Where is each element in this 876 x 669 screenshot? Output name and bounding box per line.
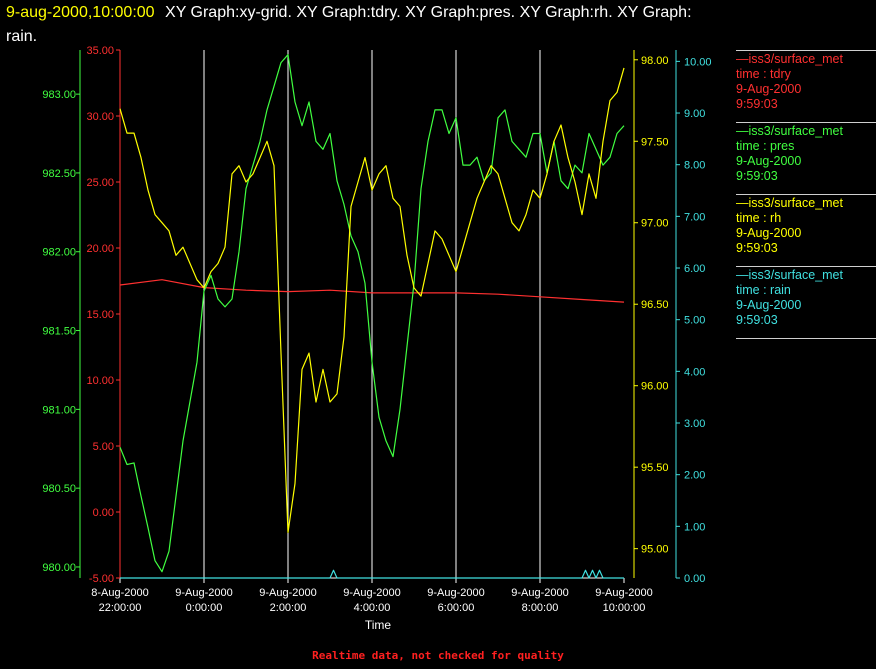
y-tick-label-pres: 981.00 (42, 404, 76, 416)
y-tick-label-tdry: 35.00 (86, 45, 114, 57)
y-tick-label-rain: 5.00 (684, 315, 705, 327)
legend-field: time : rain (736, 283, 791, 297)
legend-separator (736, 194, 876, 195)
y-tick-label-rain: 0.00 (684, 573, 705, 585)
x-axis-label: Time (365, 618, 392, 632)
y-tick-label-pres: 980.00 (42, 562, 76, 574)
y-tick-label-pres: 983.00 (42, 89, 76, 101)
y-tick-label-pres: 982.50 (42, 168, 76, 180)
legend-date: 9-Aug-2000 (736, 298, 802, 312)
quality-footer: Realtime data, not checked for quality (312, 649, 564, 662)
legend-date: 9-Aug-2000 (736, 154, 802, 168)
y-tick-label-rh: 98.00 (641, 55, 669, 67)
x-tick-label-date: 9-Aug-2000 (511, 587, 569, 599)
y-tick-label-rain: 8.00 (684, 160, 705, 172)
legend-separator (736, 122, 876, 123)
legend-source: —iss3/surface_met (736, 196, 843, 210)
x-tick-label-date: 9-Aug-2000 (595, 587, 653, 599)
y-tick-label-rain: 4.00 (684, 366, 705, 378)
x-tick-label-time: 2:00:00 (270, 602, 307, 614)
y-tick-label-tdry: 5.00 (93, 441, 114, 453)
y-tick-label-pres: 980.50 (42, 483, 76, 495)
legend-source: —iss3/surface_met (736, 124, 843, 138)
legend-source: —iss3/surface_met (736, 268, 843, 282)
y-tick-label-rain: 6.00 (684, 263, 705, 275)
y-tick-label-rain: 9.00 (684, 108, 705, 120)
legend-time: 9:59:03 (736, 169, 778, 183)
x-tick-label-time: 8:00:00 (522, 602, 559, 614)
y-tick-label-rain: 1.00 (684, 521, 705, 533)
y-tick-label-tdry: -5.00 (89, 573, 114, 585)
legend-separator (736, 266, 876, 267)
y-tick-label-tdry: 0.00 (93, 507, 114, 519)
y-tick-label-rh: 97.00 (641, 218, 669, 230)
legend-entry: —iss3/surface_met time : rh 9-Aug-2000 9:59… (736, 196, 876, 256)
legend-field: time : pres (736, 139, 795, 153)
y-tick-label-tdry: 15.00 (86, 309, 114, 321)
y-tick-label-tdry: 10.00 (86, 375, 114, 387)
y-tick-label-pres: 981.50 (42, 326, 76, 338)
x-tick-label-time: 0:00:00 (186, 602, 223, 614)
y-tick-label-rh: 95.00 (641, 544, 669, 556)
x-tick-label-time: 22:00:00 (99, 602, 142, 614)
legend-entry: —iss3/surface_met time : pres 9-Aug-2000 9:… (736, 124, 876, 184)
legend-separator (736, 50, 876, 51)
legend-entry: —iss3/surface_met time : rain 9-Aug-2000 9:… (736, 268, 876, 328)
legend-time: 9:59:03 (736, 97, 778, 111)
y-tick-label-rh: 96.00 (641, 381, 669, 393)
x-tick-label-time: 6:00:00 (438, 602, 475, 614)
y-tick-label-rain: 3.00 (684, 418, 705, 430)
series-line-pres (119, 54, 625, 573)
legend-entry: —iss3/surface_met time : tdry 9-Aug-2000 9:… (736, 52, 876, 112)
legend-field: time : rh (736, 211, 782, 225)
x-tick-label-date: 9-Aug-2000 (427, 587, 485, 599)
y-tick-label-tdry: 20.00 (86, 243, 114, 255)
chart-title-graphs: XY Graph:xy-grid. XY Graph:tdry. XY Grap… (165, 4, 692, 21)
y-tick-label-tdry: 30.00 (86, 111, 114, 123)
y-tick-label-rain: 10.00 (684, 56, 712, 68)
y-tick-label-rh: 97.50 (641, 136, 669, 148)
y-tick-label-tdry: 25.00 (86, 177, 114, 189)
legend-time: 9:59:03 (736, 313, 778, 327)
x-tick-label-time: 4:00:00 (354, 602, 391, 614)
legend-date: 9-Aug-2000 (736, 226, 802, 240)
y-tick-label-rh: 96.50 (641, 299, 669, 311)
chart-title-date: 9-aug-2000,10:00:00 (6, 4, 155, 21)
x-tick-label-date: 9-Aug-2000 (175, 587, 233, 599)
y-tick-label-rain: 7.00 (684, 211, 705, 223)
chart-title-line2: rain. (6, 28, 38, 45)
legend-time: 9:59:03 (736, 241, 778, 255)
x-tick-label-date: 8-Aug-2000 (91, 587, 149, 599)
legend-date: 9-Aug-2000 (736, 82, 802, 96)
y-tick-label-rh: 95.50 (641, 462, 669, 474)
x-tick-label-date: 9-Aug-2000 (343, 587, 401, 599)
chart-title-line1: 9-aug-2000,10:00:00 XY Graph:xy-grid. XY… (6, 4, 692, 22)
legend-field: time : tdry (736, 67, 791, 81)
x-tick-label-date: 9-Aug-2000 (259, 587, 317, 599)
legend-separator (736, 338, 876, 339)
series-line-rh (119, 67, 625, 534)
x-tick-label-time: 10:00:00 (603, 602, 646, 614)
series-line-rain (120, 569, 624, 579)
y-tick-label-rain: 2.00 (684, 470, 705, 482)
legend-source: —iss3/surface_met (736, 52, 843, 66)
y-tick-label-pres: 982.00 (42, 247, 76, 259)
